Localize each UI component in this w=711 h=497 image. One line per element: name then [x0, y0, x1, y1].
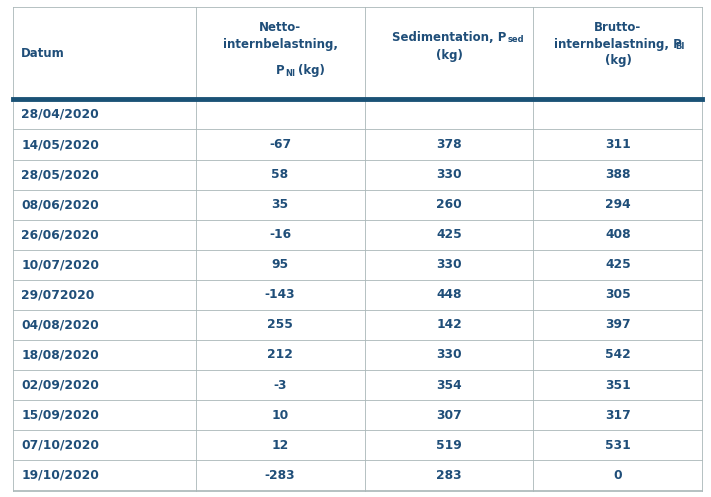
Text: 378: 378: [437, 138, 462, 151]
Text: 397: 397: [605, 319, 631, 331]
Text: 408: 408: [605, 228, 631, 241]
Text: 14/05/2020: 14/05/2020: [21, 138, 100, 151]
Text: 519: 519: [436, 439, 462, 452]
Text: 28/05/2020: 28/05/2020: [21, 168, 100, 181]
Text: 02/09/2020: 02/09/2020: [21, 379, 100, 392]
Text: 311: 311: [605, 138, 631, 151]
Text: Sedimentation, P: Sedimentation, P: [392, 31, 506, 44]
Text: internbelastning, P: internbelastning, P: [554, 38, 682, 51]
Text: 142: 142: [436, 319, 462, 331]
Text: 294: 294: [605, 198, 631, 211]
Text: NI: NI: [286, 69, 296, 78]
Text: 307: 307: [436, 409, 462, 421]
Text: sed: sed: [508, 35, 524, 44]
Text: 330: 330: [437, 258, 462, 271]
Text: 18/08/2020: 18/08/2020: [21, 348, 99, 361]
Text: internbelastning,: internbelastning,: [223, 38, 338, 51]
Text: 10: 10: [272, 409, 289, 421]
Text: -283: -283: [264, 469, 295, 482]
Text: 12: 12: [272, 439, 289, 452]
Text: Netto-: Netto-: [259, 21, 301, 34]
Text: Brutto-: Brutto-: [594, 21, 641, 34]
Text: (kg): (kg): [604, 54, 631, 67]
Text: 330: 330: [437, 168, 462, 181]
Text: 305: 305: [605, 288, 631, 301]
Text: 260: 260: [436, 198, 462, 211]
Text: 388: 388: [605, 168, 631, 181]
Text: BI: BI: [675, 42, 684, 51]
Text: 330: 330: [437, 348, 462, 361]
Text: 35: 35: [272, 198, 289, 211]
Text: 212: 212: [267, 348, 293, 361]
Text: 26/06/2020: 26/06/2020: [21, 228, 99, 241]
Text: 95: 95: [272, 258, 289, 271]
Text: 425: 425: [605, 258, 631, 271]
Text: 04/08/2020: 04/08/2020: [21, 319, 99, 331]
Text: 28/04/2020: 28/04/2020: [21, 108, 99, 121]
Text: 354: 354: [437, 379, 462, 392]
Text: 10/07/2020: 10/07/2020: [21, 258, 100, 271]
Text: 542: 542: [605, 348, 631, 361]
Text: 58: 58: [272, 168, 289, 181]
Text: 351: 351: [605, 379, 631, 392]
Text: 531: 531: [605, 439, 631, 452]
Text: 317: 317: [605, 409, 631, 421]
Text: 425: 425: [436, 228, 462, 241]
Text: 283: 283: [437, 469, 462, 482]
Text: Datum: Datum: [21, 47, 65, 60]
Text: -3: -3: [273, 379, 287, 392]
Text: 07/10/2020: 07/10/2020: [21, 439, 100, 452]
Text: 0: 0: [614, 469, 622, 482]
Text: P: P: [276, 64, 284, 77]
Text: 15/09/2020: 15/09/2020: [21, 409, 100, 421]
Text: -143: -143: [264, 288, 295, 301]
Text: -67: -67: [269, 138, 291, 151]
Text: -16: -16: [269, 228, 291, 241]
Text: 448: 448: [437, 288, 461, 301]
Text: (kg): (kg): [298, 64, 325, 77]
Text: 08/06/2020: 08/06/2020: [21, 198, 99, 211]
Text: (kg): (kg): [436, 49, 462, 62]
Text: 255: 255: [267, 319, 293, 331]
Text: 29/072020: 29/072020: [21, 288, 95, 301]
Text: 19/10/2020: 19/10/2020: [21, 469, 100, 482]
